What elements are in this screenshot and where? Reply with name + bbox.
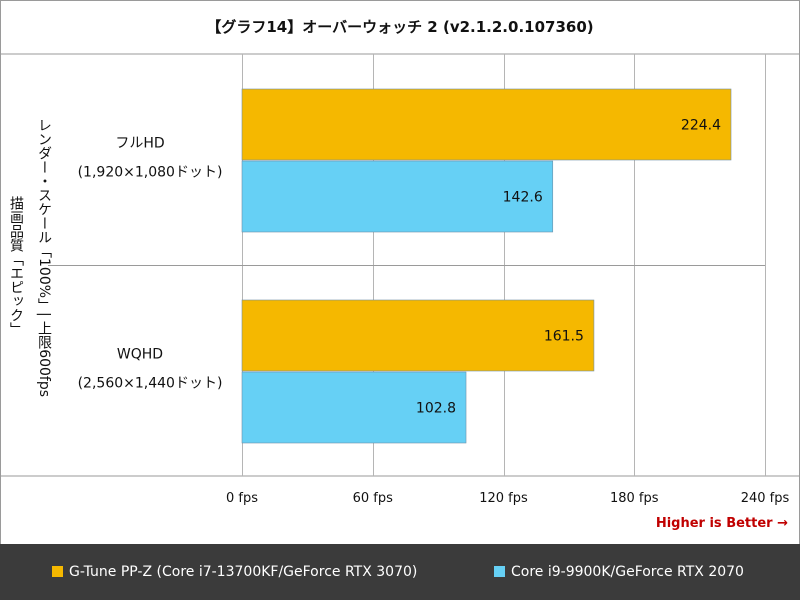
data-label-series1-cat1: 102.8 [416,401,456,417]
category-sublabel-1: (2,560×1,440ドット) [78,376,223,392]
x-tick-label-240: 240 fps [741,491,790,506]
legend-label-gtune: G-Tune PP-Z (Core i7-13700KF/GeForce RTX… [69,564,418,580]
category-label-0: フルHD [115,136,164,152]
legend: G-Tune PP-Z (Core i7-13700KF/GeForce RTX… [0,544,800,600]
data-label-series1-cat0: 142.6 [503,190,543,206]
legend-swatch-i9 [494,566,505,577]
x-tick-label-0: 0 fps [226,491,258,506]
category-label-1: WQHD [117,347,163,363]
y-axis-label-quality: 描画品質「エピック」 [8,196,24,336]
legend-label-i9: Core i9-9900K/GeForce RTX 2070 [511,564,744,580]
bar-series0-cat0 [241,88,732,161]
legend-swatch-gtune [52,566,63,577]
higher-is-better-note: Higher is Better → [655,516,788,531]
bar-series0-cat1 [241,299,595,372]
category-sublabel-0: (1,920×1,080ドット) [78,165,223,181]
legend-item-i9: Core i9-9900K/GeForce RTX 2070 [494,562,744,582]
bar-series1-cat1 [241,371,467,444]
chart-title: 【グラフ14】オーバーウォッチ 2 (v2.1.2.0.107360) [206,18,594,36]
legend-item-gtune: G-Tune PP-Z (Core i7-13700KF/GeForce RTX… [52,562,417,582]
x-tick-label-180: 180 fps [610,491,659,506]
bar-series1-cat0 [241,160,554,233]
x-tick-label-120: 120 fps [479,491,528,506]
x-tick-label-60: 60 fps [353,491,394,506]
data-label-series0-cat1: 161.5 [544,329,584,345]
y-axis-label-settings: レンダー・スケール「100%」| 上限600fps [36,118,52,398]
data-label-series0-cat0: 224.4 [681,118,721,134]
